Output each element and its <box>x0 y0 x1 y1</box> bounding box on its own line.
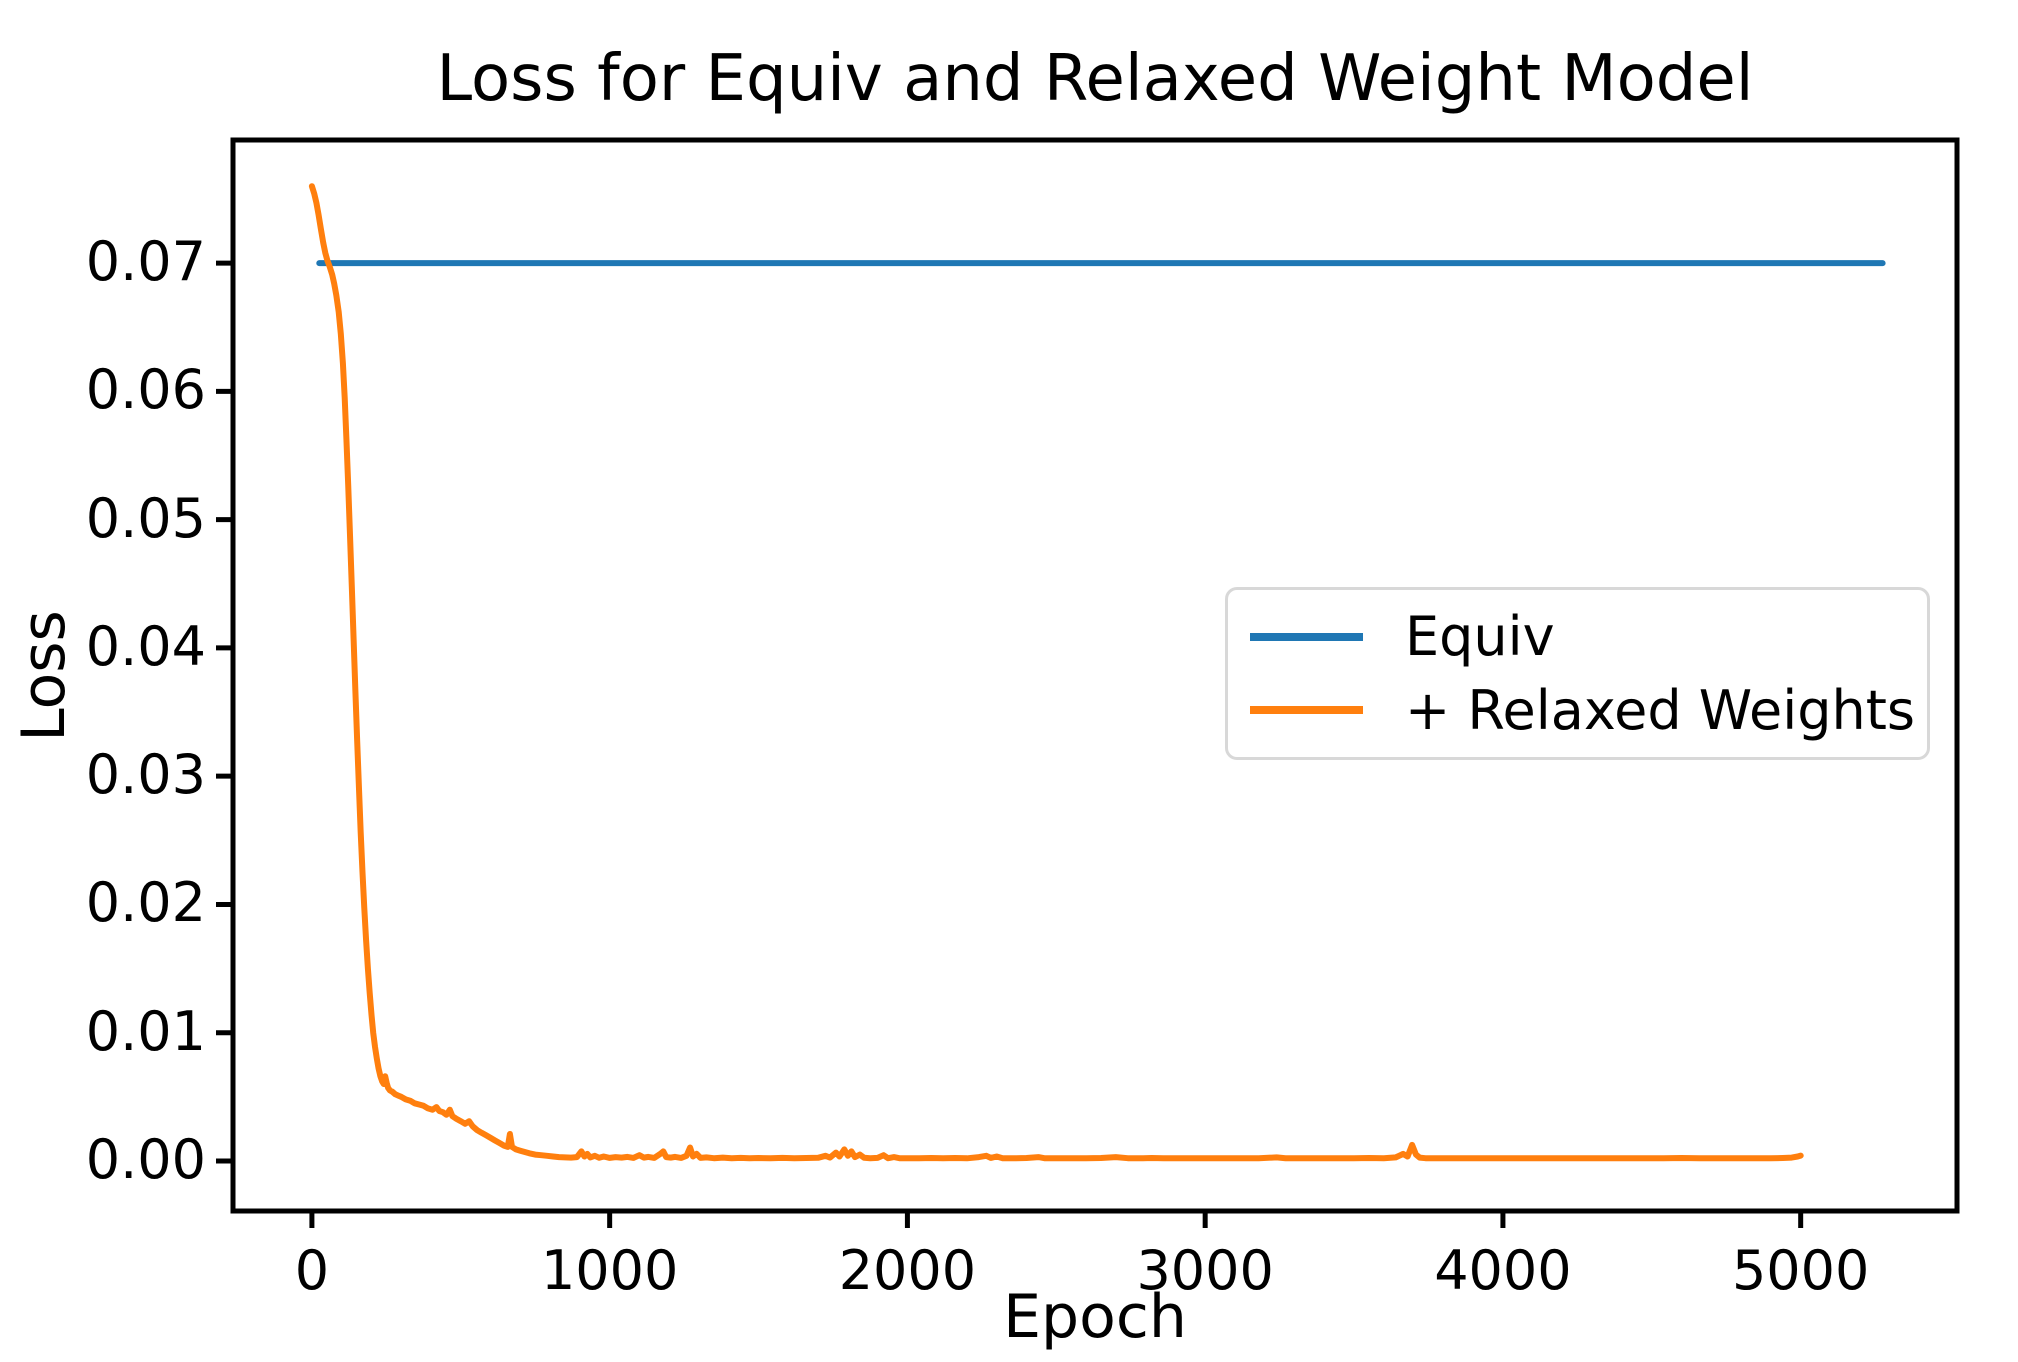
y-tick-label: 0.03 <box>85 743 206 807</box>
y-tick-label: 0.00 <box>85 1128 206 1192</box>
y-tick-label: 0.04 <box>85 615 206 679</box>
legend-entry-relaxed-weights: + Relaxed Weights <box>1228 675 1927 745</box>
y-tick-label: 0.02 <box>85 871 206 935</box>
axes-spines <box>230 137 1960 1214</box>
x-tick-label: 0 <box>294 1239 330 1302</box>
legend-label-relaxed-weights: + Relaxed Weights <box>1405 678 1916 742</box>
x-tick-label: 4000 <box>1434 1239 1572 1302</box>
x-tick-label: 2000 <box>838 1239 977 1302</box>
legend-entry-equiv: Equiv <box>1228 602 1927 672</box>
series-line-relaxed-weights <box>308 183 1804 1162</box>
y-tick-label: 0.07 <box>85 230 206 294</box>
x-axis-label: Epoch <box>1003 1282 1187 1352</box>
x-tick-label: 3000 <box>1136 1239 1274 1302</box>
chart-title: Loss for Equiv and Relaxed Weight Model <box>436 42 1754 116</box>
x-tick-label: 5000 <box>1731 1239 1870 1302</box>
y-axis-label: Loss <box>9 610 79 742</box>
x-tick-label: 1000 <box>540 1239 679 1302</box>
y-tick-label: 0.01 <box>85 999 206 1063</box>
y-tick-label: 0.06 <box>85 358 206 422</box>
legend-label-equiv: Equiv <box>1405 605 1555 669</box>
legend: Equiv + Relaxed Weights <box>1225 587 1930 760</box>
relaxed-weights-line-swatch <box>1250 706 1363 715</box>
equiv-line-swatch <box>1250 632 1363 641</box>
y-tick-label: 0.05 <box>85 486 206 550</box>
